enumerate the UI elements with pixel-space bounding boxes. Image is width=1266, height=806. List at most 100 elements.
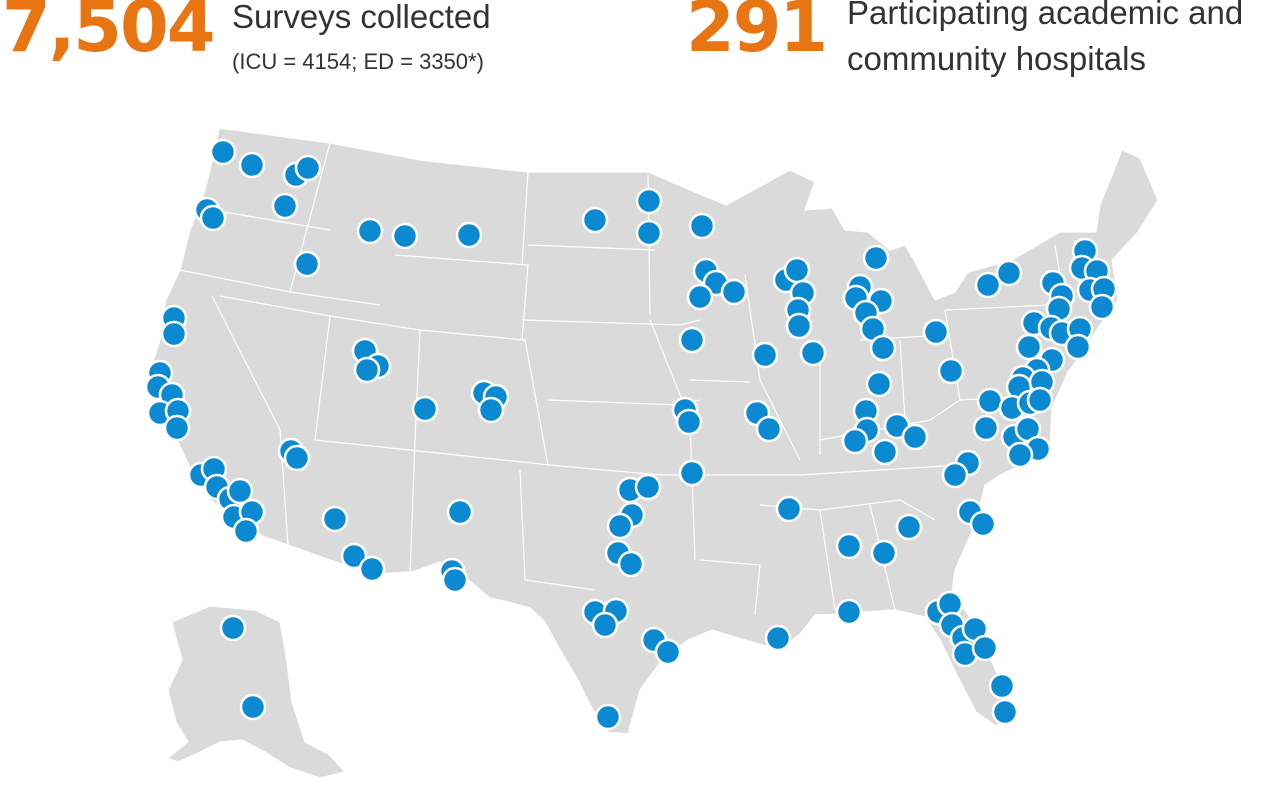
state-border	[419, 329, 549, 466]
hospital-marker	[688, 212, 716, 240]
hospital-marker	[678, 459, 706, 487]
hospitals-count: 291	[686, 0, 828, 68]
hospital-marker	[199, 204, 227, 232]
hospital-marker	[895, 513, 923, 541]
hospital-marker	[411, 395, 439, 423]
hospital-marker	[972, 414, 1000, 442]
hospital-marker	[340, 542, 368, 570]
hospital-marker	[1015, 333, 1043, 361]
hospital-marker	[922, 318, 950, 346]
hospital-marker	[594, 703, 622, 731]
hospital-marker	[901, 423, 929, 451]
hospital-marker	[358, 555, 386, 583]
hospital-marker	[321, 505, 349, 533]
hospital-marker	[232, 517, 260, 545]
hospital-marker	[971, 634, 999, 662]
hospital-markers	[144, 138, 1118, 731]
state-border	[819, 509, 836, 611]
contiguous-us	[149, 127, 1159, 735]
hospital-marker	[271, 192, 299, 220]
state-border	[744, 274, 801, 461]
hospital-marker	[591, 611, 619, 639]
hospital-marker	[991, 698, 1019, 726]
hospital-marker	[446, 498, 474, 526]
state-border	[944, 304, 1051, 311]
state-border	[527, 244, 656, 251]
hospital-marker	[755, 415, 783, 443]
hospital-marker	[238, 151, 266, 179]
hospital-marker	[654, 638, 682, 666]
hospital-marker	[353, 356, 381, 384]
hospital-marker	[283, 444, 311, 472]
hospital-marker	[1064, 333, 1092, 361]
surveys-count: 7,504	[2, 0, 215, 68]
hospital-marker	[356, 217, 384, 245]
state-border	[519, 469, 596, 591]
hospital-marker	[937, 357, 965, 385]
state-border	[521, 319, 701, 326]
state-border	[689, 379, 751, 383]
state-border	[314, 439, 661, 476]
hospital-marker	[835, 532, 863, 560]
hospital-marker	[841, 427, 869, 455]
hospital-marker	[783, 256, 811, 284]
state-border	[211, 295, 289, 546]
hospital-marker	[675, 408, 703, 436]
state-border	[211, 209, 331, 231]
hospital-marker	[294, 154, 322, 182]
hospital-marker	[441, 566, 469, 594]
hospital-marker	[477, 396, 505, 424]
hospital-marker	[617, 550, 645, 578]
surveys-label: Surveys collected	[232, 0, 491, 35]
state-border	[660, 464, 961, 476]
hospital-marker	[988, 672, 1016, 700]
state-border	[899, 339, 906, 421]
hospital-marker	[974, 271, 1002, 299]
hospital-marker	[634, 473, 662, 501]
hospital-marker	[635, 187, 663, 215]
hospital-marker	[391, 222, 419, 250]
hospital-marker	[635, 219, 663, 247]
hospitals-label: Participating academic and community hos…	[847, 0, 1244, 78]
hospital-marker	[606, 512, 634, 540]
hospital-marker	[239, 693, 267, 721]
hospital-marker	[1026, 386, 1054, 414]
surveys-breakdown: (ICU = 4154; ED = 3350*)	[232, 49, 484, 74]
hospital-marker	[869, 334, 897, 362]
hospital-marker	[871, 438, 899, 466]
state-border	[394, 254, 529, 341]
alaska	[167, 605, 346, 779]
hospital-marker	[455, 221, 483, 249]
hospital-marker	[581, 206, 609, 234]
state-border	[944, 309, 961, 401]
hospital-marker	[226, 477, 254, 505]
hospital-marker	[785, 312, 813, 340]
hospital-marker	[678, 326, 706, 354]
hospital-marker	[835, 598, 863, 626]
hospital-marker	[862, 244, 890, 272]
hospital-marker	[870, 539, 898, 567]
map-land	[149, 127, 1159, 779]
hospital-marker	[775, 495, 803, 523]
hospital-marker	[219, 614, 247, 642]
hospital-marker	[160, 320, 188, 348]
hospital-marker	[764, 624, 792, 652]
state-border	[521, 171, 529, 266]
hospital-marker	[865, 370, 893, 398]
hospital-marker	[976, 387, 1004, 415]
hospital-marker	[969, 510, 997, 538]
hospital-marker	[209, 138, 237, 166]
state-border	[699, 559, 761, 616]
hospital-marker	[941, 461, 969, 489]
hospital-marker	[686, 283, 714, 311]
hospital-marker	[163, 414, 191, 442]
hospital-marker	[751, 341, 779, 369]
hospital-marker	[1006, 441, 1034, 469]
hospital-marker	[293, 250, 321, 278]
hospital-marker	[1088, 293, 1116, 321]
state-border	[409, 439, 416, 576]
hospital-marker	[720, 278, 748, 306]
hospital-marker	[995, 259, 1023, 287]
hospital-marker	[799, 339, 827, 367]
